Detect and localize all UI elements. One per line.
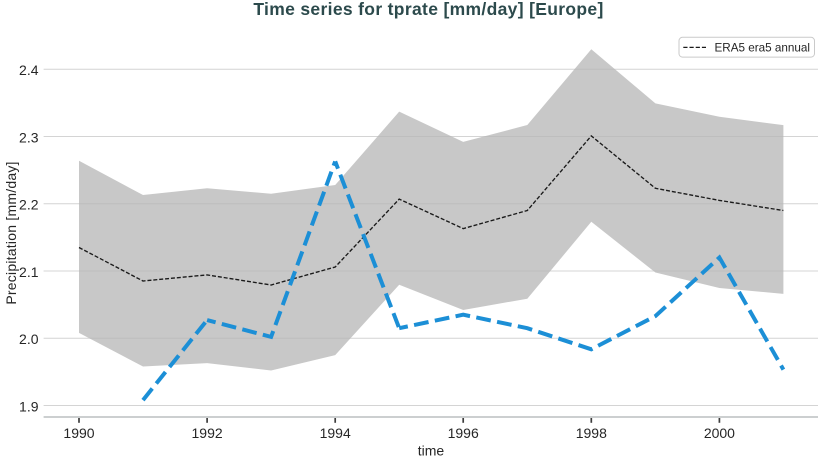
svg-text:1990: 1990	[63, 425, 94, 441]
svg-text:1.9: 1.9	[19, 398, 39, 414]
svg-text:1998: 1998	[576, 425, 607, 441]
svg-text:2.1: 2.1	[19, 264, 39, 280]
svg-text:1992: 1992	[192, 425, 223, 441]
svg-text:2000: 2000	[704, 425, 735, 441]
svg-text:1994: 1994	[320, 425, 351, 441]
svg-text:2.0: 2.0	[19, 331, 39, 347]
svg-text:2.4: 2.4	[19, 62, 39, 78]
svg-text:2.3: 2.3	[19, 129, 39, 145]
svg-text:Time series for tprate [mm/day: Time series for tprate [mm/day] [Europe]	[253, 0, 603, 19]
svg-text:1996: 1996	[448, 425, 479, 441]
svg-text:time: time	[418, 443, 445, 457]
svg-text:ERA5 era5 annual: ERA5 era5 annual	[715, 42, 811, 55]
svg-text:Precipitation [mm/day]: Precipitation [mm/day]	[3, 161, 19, 304]
svg-text:2.2: 2.2	[19, 197, 39, 213]
